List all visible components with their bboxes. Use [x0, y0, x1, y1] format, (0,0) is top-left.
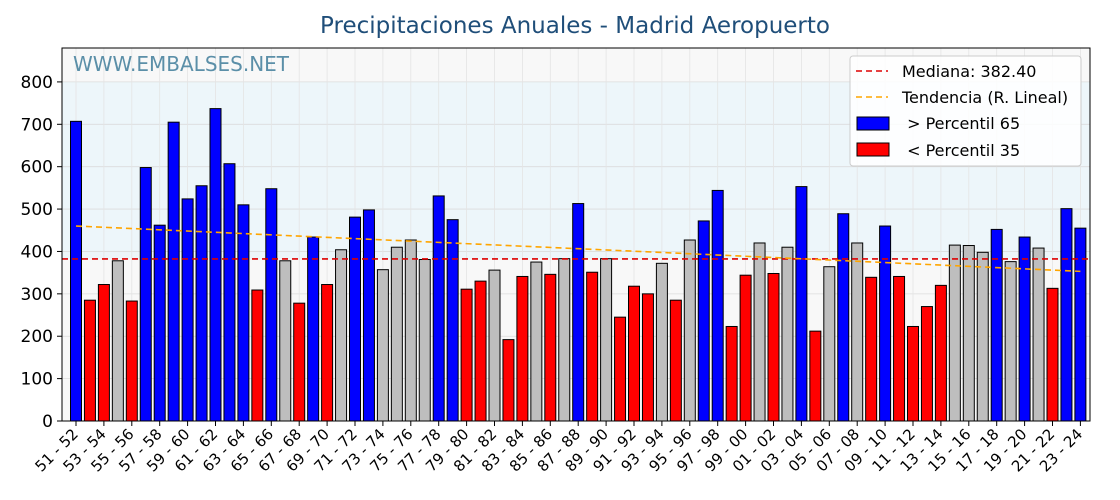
watermark-text: WWW.EMBALSES.NET [73, 52, 290, 76]
bar-28 [460, 288, 473, 422]
bar-9 [195, 185, 208, 422]
bar-30 [488, 269, 501, 422]
bar-49 [753, 242, 766, 422]
bar-53 [809, 330, 822, 422]
bar-6 [153, 224, 166, 422]
bar-8 [181, 198, 194, 422]
bar-32 [516, 275, 529, 422]
bar-4 [125, 300, 138, 422]
bar-12 [237, 204, 250, 422]
bar-45 [697, 220, 710, 422]
bar-59 [893, 275, 906, 422]
legend-above-label: > Percentil 65 [902, 114, 1020, 133]
bar-39 [614, 316, 627, 422]
bar-51 [781, 246, 794, 422]
bar-56 [851, 242, 864, 422]
bar-50 [767, 272, 780, 422]
bar-33 [530, 261, 543, 422]
bar-5 [139, 167, 152, 422]
bar-67 [1004, 261, 1017, 422]
bar-15 [279, 260, 292, 422]
y-tick-label-0: 0 [42, 412, 53, 432]
bar-38 [600, 258, 613, 422]
legend-box [849, 55, 1082, 167]
trend-line [75, 225, 1081, 273]
bar-17 [307, 236, 320, 422]
bar-69 [1032, 247, 1045, 422]
bar-57 [865, 276, 878, 422]
bar-13 [251, 289, 264, 422]
bar-72 [1074, 227, 1087, 422]
bar-70 [1046, 287, 1059, 422]
legend-median-label: Mediana: 382.40 [902, 62, 1036, 81]
plot-frame [61, 47, 1091, 422]
bar-11 [223, 163, 236, 422]
y-tick-label-6: 600 [21, 158, 53, 178]
bar-31 [502, 339, 515, 422]
bar-29 [474, 280, 487, 422]
y-tick-label-5: 500 [21, 200, 53, 220]
bar-47 [725, 325, 738, 422]
legend: Mediana: 382.40 Tendencia (R. Lineal) > … [849, 55, 1082, 167]
bar-42 [655, 262, 668, 422]
bar-23 [390, 246, 403, 422]
bar-43 [669, 299, 682, 422]
legend-below-swatch [856, 142, 890, 157]
bar-62 [934, 284, 947, 422]
legend-below-label: < Percentil 35 [902, 141, 1020, 160]
bar-36 [572, 203, 585, 422]
y-axis: 0 100 200 300 400 500 600 700 800 [21, 73, 62, 432]
y-tick-label-7: 700 [21, 115, 53, 135]
bar-19 [335, 249, 348, 422]
y-tick-label-1: 100 [21, 370, 53, 390]
bar-71 [1060, 208, 1073, 422]
bar-1 [83, 299, 96, 422]
bar-46 [711, 189, 724, 422]
bar-64 [962, 245, 975, 422]
bar-61 [920, 306, 933, 422]
bar-58 [879, 225, 892, 422]
bar-68 [1018, 236, 1031, 422]
bar-0 [70, 120, 82, 422]
bar-20 [349, 216, 361, 422]
y-tick-label-4: 400 [21, 242, 53, 262]
bar-52 [795, 186, 808, 422]
bar-35 [558, 258, 571, 422]
bar-27 [446, 219, 459, 422]
bar-3 [111, 260, 124, 422]
bar-60 [907, 325, 919, 422]
bar-16 [293, 302, 306, 422]
bar-44 [683, 239, 696, 422]
bar-54 [823, 266, 836, 422]
bar-65 [976, 251, 989, 422]
bar-14 [265, 188, 278, 422]
legend-above-swatch [856, 116, 890, 131]
bar-25 [418, 259, 431, 422]
bar-24 [404, 239, 417, 422]
bar-10 [209, 108, 222, 422]
y-tick-label-3: 300 [21, 285, 53, 305]
bar-2 [97, 284, 110, 422]
bar-37 [586, 271, 599, 422]
bar-40 [628, 285, 640, 422]
bar-55 [837, 213, 850, 422]
bar-18 [321, 284, 334, 422]
y-tick-label-2: 200 [21, 327, 53, 347]
bar-21 [362, 209, 375, 422]
bar-48 [739, 274, 752, 422]
bar-7 [167, 121, 180, 422]
legend-trend-label: Tendencia (R. Lineal) [901, 88, 1068, 107]
bar-63 [948, 244, 961, 422]
y-tick-label-8: 800 [21, 73, 53, 93]
bar-41 [641, 293, 654, 422]
bar-22 [376, 269, 389, 422]
bar-26 [432, 195, 445, 422]
chart-title: Precipitaciones Anuales - Madrid Aeropue… [320, 13, 830, 39]
bar-34 [544, 273, 557, 422]
